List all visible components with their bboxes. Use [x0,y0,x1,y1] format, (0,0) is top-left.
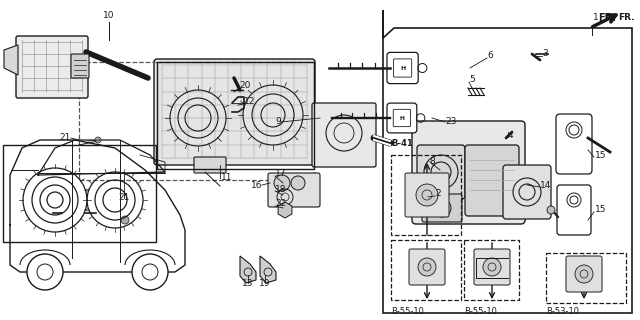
FancyBboxPatch shape [422,194,462,222]
Polygon shape [4,45,18,75]
Bar [391,155,461,235]
Text: B-55-10: B-55-10 [391,307,424,316]
FancyBboxPatch shape [557,185,591,235]
Text: B-53-10: B-53-10 [546,307,579,316]
Text: 23: 23 [445,117,456,126]
Text: 5: 5 [469,76,475,84]
Circle shape [418,258,436,276]
Text: 10: 10 [103,12,115,20]
FancyBboxPatch shape [465,145,519,216]
Circle shape [27,254,63,290]
FancyBboxPatch shape [312,103,376,167]
Text: 19: 19 [259,279,271,289]
FancyBboxPatch shape [474,249,510,285]
Text: 16: 16 [250,180,262,189]
Text: 11: 11 [221,173,232,182]
FancyBboxPatch shape [417,145,465,199]
Circle shape [547,206,555,214]
Text: 1: 1 [593,13,599,22]
Circle shape [575,265,593,283]
Circle shape [483,258,501,276]
Text: 13: 13 [243,279,253,289]
Circle shape [416,184,438,206]
FancyBboxPatch shape [194,157,226,173]
Bar [3,145,156,242]
Text: H: H [399,116,404,121]
Text: 18: 18 [275,185,287,194]
Circle shape [132,254,168,290]
Circle shape [291,176,305,190]
Polygon shape [240,256,256,283]
Text: B-55-10: B-55-10 [464,307,497,316]
Bar [79,62,314,180]
Text: 8: 8 [429,157,435,166]
FancyBboxPatch shape [393,109,410,127]
Bar [391,240,461,300]
Circle shape [274,175,290,191]
Text: 15: 15 [595,150,607,159]
Text: 21: 21 [60,133,71,142]
Text: 17: 17 [275,170,287,179]
Text: 12: 12 [244,98,255,107]
FancyBboxPatch shape [387,103,417,133]
Text: 6: 6 [487,52,493,60]
Polygon shape [260,256,276,283]
Bar [157,62,314,169]
FancyBboxPatch shape [16,36,88,98]
FancyBboxPatch shape [405,173,449,217]
Text: 15: 15 [595,205,607,214]
FancyBboxPatch shape [387,52,418,84]
FancyBboxPatch shape [556,114,592,174]
FancyBboxPatch shape [71,54,89,78]
Text: H: H [400,66,405,70]
FancyBboxPatch shape [412,121,525,224]
Text: B-41: B-41 [391,139,413,148]
Text: 9: 9 [275,117,281,126]
FancyBboxPatch shape [503,165,551,219]
Text: 21: 21 [118,194,130,203]
FancyBboxPatch shape [566,256,602,292]
Text: 2: 2 [435,189,440,198]
Text: FR.: FR. [598,13,616,23]
Text: 14: 14 [540,180,552,189]
FancyBboxPatch shape [394,59,412,77]
FancyBboxPatch shape [409,249,445,285]
FancyBboxPatch shape [154,59,315,165]
Bar [546,253,626,303]
Circle shape [121,216,129,224]
Text: 22: 22 [275,199,286,209]
Text: 3: 3 [542,50,548,59]
Circle shape [95,137,101,143]
FancyBboxPatch shape [268,173,320,207]
Text: 20: 20 [239,82,250,91]
Text: FR.: FR. [618,13,634,22]
Text: 4: 4 [508,131,514,140]
Bar [464,240,519,300]
Polygon shape [10,140,185,272]
